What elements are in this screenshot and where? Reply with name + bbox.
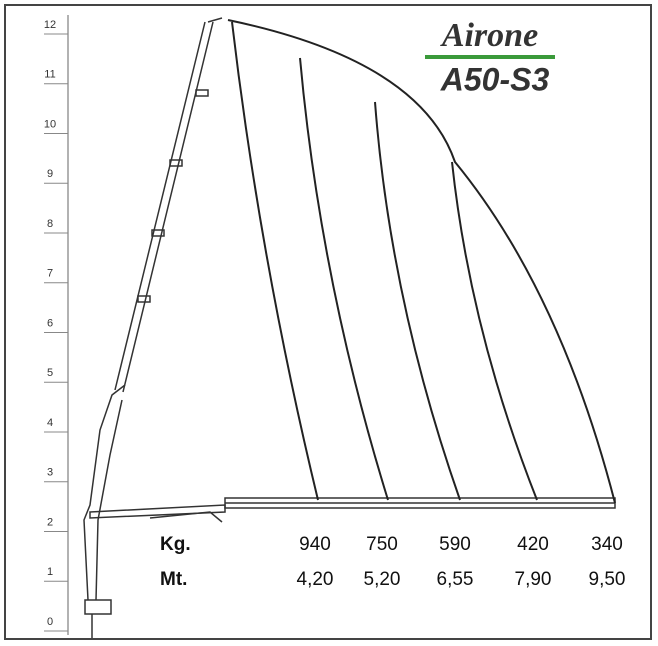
row-value: 5,20 xyxy=(364,569,401,590)
height-label: 8 xyxy=(47,218,53,230)
height-label: 9 xyxy=(47,168,53,180)
row-value: 750 xyxy=(366,534,398,555)
height-label: 10 xyxy=(44,118,56,130)
height-label: 5 xyxy=(47,367,53,379)
row-value: 6,55 xyxy=(437,569,474,590)
height-label: 2 xyxy=(47,516,53,528)
height-label: 4 xyxy=(47,417,53,429)
row-label: Kg. xyxy=(160,534,191,555)
row-value: 590 xyxy=(439,534,471,555)
height-label: 6 xyxy=(47,317,53,329)
reach-curves xyxy=(227,19,616,504)
crane xyxy=(83,17,616,638)
height-label: 1 xyxy=(47,566,53,578)
row-value: 340 xyxy=(591,534,623,555)
frame xyxy=(4,4,652,640)
row-label: Mt. xyxy=(160,569,187,590)
load-table: Kg. 940 750 590 420 340 Mt. 4,20 5,20 6,55 7,90 9,5… xyxy=(160,534,625,590)
height-label: 7 xyxy=(47,268,53,280)
brand: Airone xyxy=(440,17,538,54)
height-label: 0 xyxy=(47,616,53,628)
row-value: 940 xyxy=(299,534,331,555)
row-value: 4,20 xyxy=(297,569,334,590)
height-label: 12 xyxy=(44,19,56,31)
model: A50-S3 xyxy=(440,61,550,97)
row-value: 7,90 xyxy=(515,569,552,590)
row-value: 420 xyxy=(517,534,549,555)
height-label: 3 xyxy=(47,467,53,479)
row-value: 9,50 xyxy=(589,569,626,590)
brand-underline xyxy=(425,55,555,59)
height-label: 11 xyxy=(44,69,55,81)
